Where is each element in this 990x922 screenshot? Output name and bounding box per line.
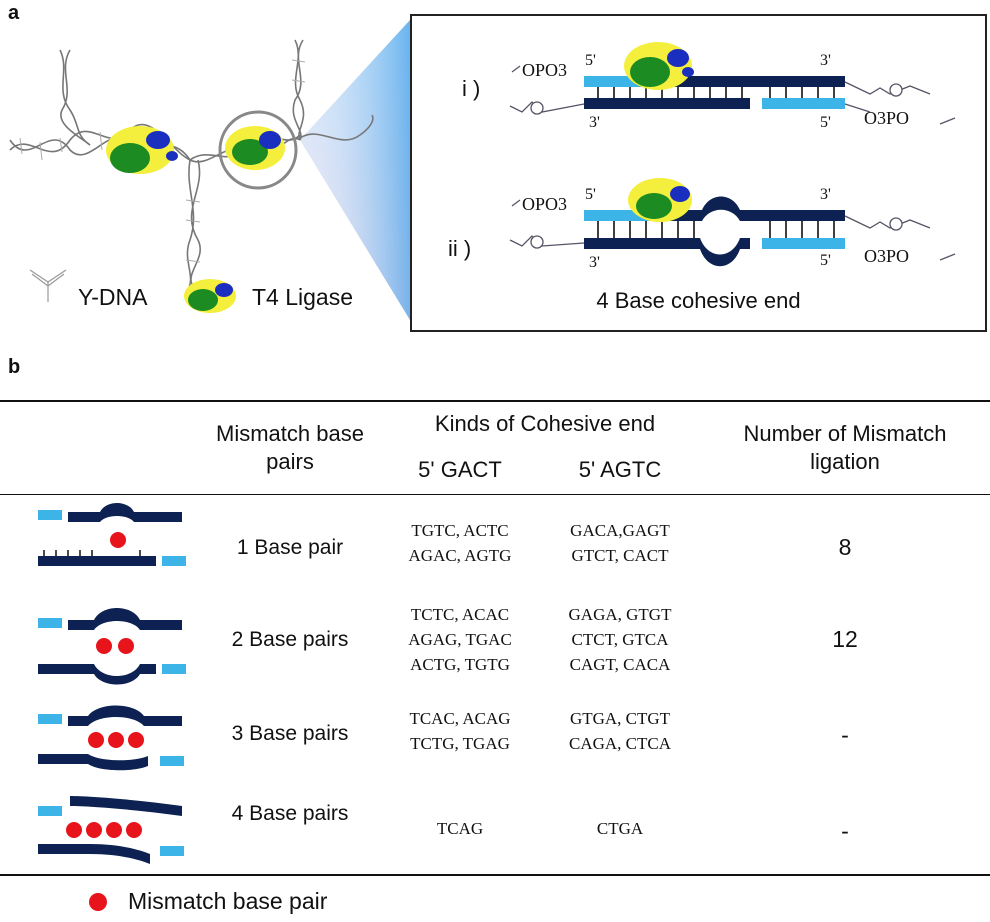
seq-line: TGTC, ACTC <box>411 521 509 540</box>
header-agtc: 5' AGTC <box>578 457 662 482</box>
panel-a-label: a <box>8 2 20 24</box>
seq-line: AGAC, AGTG <box>408 546 512 565</box>
mismatch-icons <box>38 503 186 864</box>
row-ii-diagram <box>509 178 956 267</box>
header-mismatch: Mismatch base pairs <box>216 421 364 474</box>
row-1-gact: TGTC, ACTC AGAC, AGTG <box>390 518 530 568</box>
seq-line: TCAC, ACAG <box>409 709 511 728</box>
seq-line: CAGA, CTCA <box>568 734 671 753</box>
mismatch-icon-3 <box>38 705 184 771</box>
ydna-illustration <box>9 20 410 320</box>
row-ii-top-5prime: 5' <box>585 186 596 203</box>
ligase-legend-label: T4 Ligase <box>252 284 354 310</box>
row-ii-bottom-3prime: 3' <box>589 254 600 271</box>
row-3-number: - <box>841 722 849 748</box>
ligase-protein-2 <box>225 126 285 170</box>
ydna-legend-icon <box>29 269 67 302</box>
ydna-legend-label: Y-DNA <box>78 284 148 310</box>
row-i-bottom-3prime: 3' <box>589 114 600 131</box>
seq-line: AGAG, TGAC <box>408 630 512 649</box>
seq-line: TCAG <box>436 819 484 838</box>
panel-b-label: b <box>8 356 21 378</box>
seq-line: GAGA, GTGT <box>568 605 672 624</box>
row-2-gact: TCTC, ACAC AGAG, TGAC ACTG, TGTG <box>390 602 530 677</box>
row-ii-top-3prime: 3' <box>820 186 831 203</box>
row-i-top-3prime: 3' <box>820 52 831 69</box>
seq-line: GTCT, CACT <box>571 546 669 565</box>
row-4-label: 4 Base pairs <box>231 802 349 825</box>
seq-line: TCTG, TGAG <box>410 734 510 753</box>
seq-line: GACA,GAGT <box>570 521 670 540</box>
mismatch-icon-2 <box>38 608 186 685</box>
row-1-number: 8 <box>838 534 852 560</box>
seq-line: GTGA, CTGT <box>569 709 671 728</box>
row-2-label: 2 Base pairs <box>231 628 349 651</box>
row-4-gact: TCAG <box>390 816 530 841</box>
row-4-agtc: CTGA <box>550 816 690 841</box>
seq-line: CTGA <box>596 819 644 838</box>
row-i-right-group: O3PO <box>864 108 910 128</box>
header-gact: 5' GACT <box>418 457 502 482</box>
table-header-rule <box>0 494 990 495</box>
row-i-left-group: OPO3 <box>522 60 568 80</box>
row-ii-left-group: OPO3 <box>522 194 568 214</box>
row-2-agtc: GAGA, GTGT CTCT, GTCA CAGT, CACA <box>550 602 690 677</box>
row-ii-right-group: O3PO <box>864 246 910 266</box>
table-top-rule <box>0 400 990 402</box>
mismatch-legend-label: Mismatch base pair <box>128 888 328 914</box>
inset-diagram <box>509 42 956 267</box>
seq-line: TCTC, ACAC <box>410 605 510 624</box>
mismatch-legend-icon <box>89 893 107 911</box>
row-4-number: - <box>841 818 849 844</box>
seq-line: CTCT, GTCA <box>571 630 669 649</box>
row-3-gact: TCAC, ACAG TCTG, TGAG <box>390 706 530 756</box>
row-ii-bottom-5prime: 5' <box>820 252 831 269</box>
row-i-top-5prime: 5' <box>585 52 596 69</box>
row-1-agtc: GACA,GAGT GTCT, CACT <box>550 518 690 568</box>
row-3-label: 3 Base pairs <box>231 722 349 745</box>
row-i-label: i ) <box>462 76 481 101</box>
mismatch-icon-1 <box>38 503 186 566</box>
seq-line: CAGT, CACA <box>569 655 671 674</box>
row-2-number: 12 <box>832 626 858 652</box>
header-number: Number of Mismatch ligation <box>743 421 947 474</box>
row-3-agtc: GTGA, CTGT CAGA, CTCA <box>550 706 690 756</box>
header-kinds: Kinds of Cohesive end <box>434 411 656 436</box>
row-1-label: 1 Base pair <box>236 536 344 559</box>
seq-line: ACTG, TGTG <box>410 655 510 674</box>
zoom-circle <box>218 110 298 190</box>
row-i-diagram <box>509 42 956 125</box>
mismatch-icon-4 <box>38 796 184 864</box>
inset-caption: 4 Base cohesive end <box>596 288 801 313</box>
row-i-bottom-5prime: 5' <box>820 114 831 131</box>
table-bottom-rule <box>0 874 990 876</box>
ligase-legend-icon <box>184 279 236 313</box>
inset-box <box>410 14 987 332</box>
row-ii-label: ii ) <box>448 236 472 261</box>
ligase-protein-1 <box>106 126 178 174</box>
